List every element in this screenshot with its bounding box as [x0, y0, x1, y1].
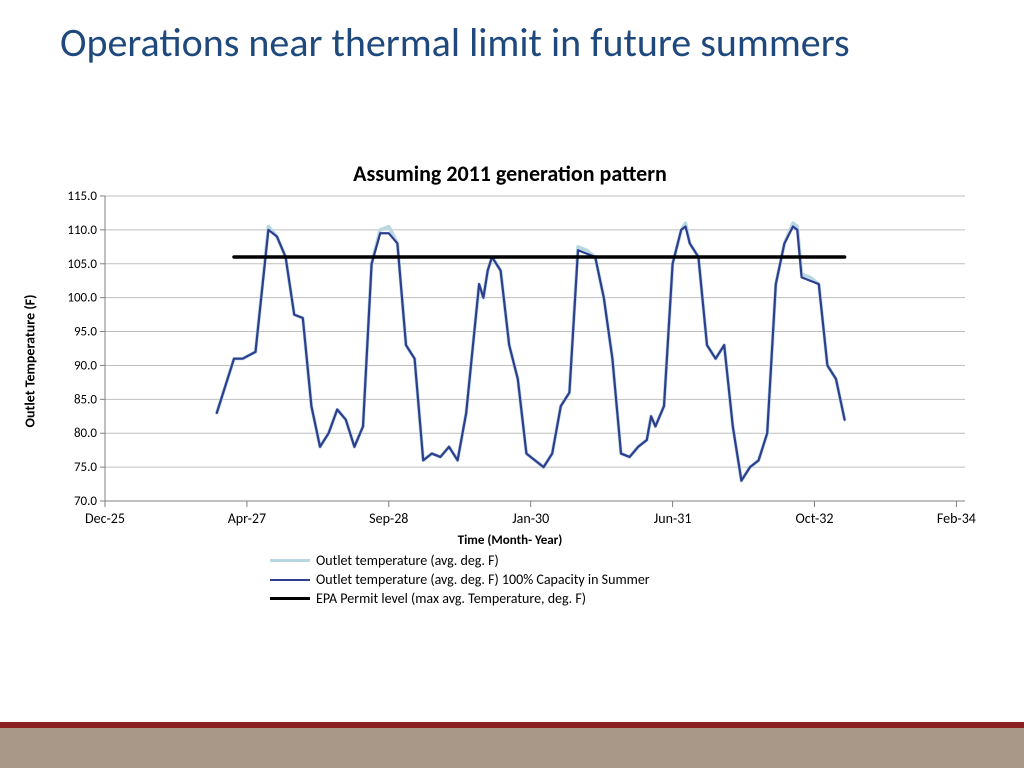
legend-swatch: [270, 579, 310, 581]
legend-label: Outlet temperature (avg. deg. F): [316, 552, 499, 569]
footer-bar: [0, 722, 1024, 768]
svg-text:110.0: 110.0: [67, 223, 97, 238]
legend-item: Outlet temperature (avg. deg. F): [40, 552, 980, 569]
chart-title: Assuming 2011 generation pattern: [40, 160, 980, 187]
line-chart: 70.0 75.0 80.0 85.0 90.0 95.0 100.0 105.0 110.0 1…: [40, 191, 980, 531]
svg-text:Jan-30: Jan-30: [512, 510, 549, 527]
svg-text:Apr-27: Apr-27: [228, 510, 266, 527]
x-axis-label: Time (Month- Year): [40, 533, 980, 548]
svg-text:75.0: 75.0: [74, 460, 97, 475]
y-axis-label: Outlet Temperature (F): [22, 295, 39, 428]
legend-swatch: [270, 559, 310, 562]
svg-text:80.0: 80.0: [74, 426, 97, 441]
svg-text:115.0: 115.0: [67, 191, 97, 204]
legend-item: Outlet temperature (avg. deg. F) 100% Ca…: [40, 571, 980, 588]
legend-swatch: [270, 597, 310, 600]
chart-area: Assuming 2011 generation pattern Outlet …: [40, 160, 980, 660]
svg-text:105.0: 105.0: [67, 257, 97, 272]
slide-title: Operations near thermal limit in future …: [60, 20, 960, 66]
slide: Operations near thermal limit in future …: [0, 0, 1024, 768]
legend-label: Outlet temperature (avg. deg. F) 100% Ca…: [316, 571, 650, 588]
svg-text:Oct-32: Oct-32: [796, 510, 834, 527]
svg-text:100.0: 100.0: [67, 291, 97, 306]
svg-text:95.0: 95.0: [74, 325, 97, 340]
svg-text:Dec-25: Dec-25: [85, 510, 125, 527]
legend: Outlet temperature (avg. deg. F) Outlet t…: [40, 552, 980, 607]
legend-item: EPA Permit level (max avg. Temperature, …: [40, 590, 980, 607]
svg-text:70.0: 70.0: [74, 494, 97, 509]
svg-text:90.0: 90.0: [74, 358, 97, 373]
svg-text:Jun-31: Jun-31: [654, 510, 692, 527]
legend-label: EPA Permit level (max avg. Temperature, …: [316, 590, 586, 607]
svg-text:85.0: 85.0: [74, 392, 97, 407]
svg-text:Sep-28: Sep-28: [369, 510, 408, 527]
svg-text:Feb-34: Feb-34: [937, 510, 976, 527]
